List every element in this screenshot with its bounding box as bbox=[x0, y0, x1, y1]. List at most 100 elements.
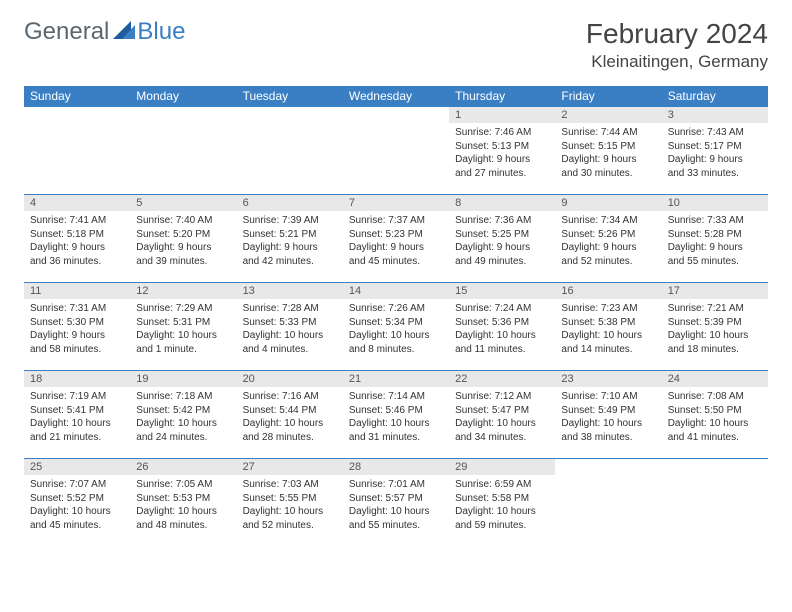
day-cell: 17Sunrise: 7:21 AMSunset: 5:39 PMDayligh… bbox=[662, 283, 768, 371]
day-line: Sunset: 5:49 PM bbox=[561, 404, 655, 418]
day-number: 20 bbox=[237, 371, 343, 387]
day-line: Sunset: 5:34 PM bbox=[349, 316, 443, 330]
day-header-thursday: Thursday bbox=[449, 86, 555, 107]
day-number: 18 bbox=[24, 371, 130, 387]
day-line: and 38 minutes. bbox=[561, 431, 655, 445]
day-line: Daylight: 10 hours bbox=[243, 505, 337, 519]
day-cell: 11Sunrise: 7:31 AMSunset: 5:30 PMDayligh… bbox=[24, 283, 130, 371]
location-label: Kleinaitingen, Germany bbox=[586, 52, 768, 72]
day-line: Sunset: 5:33 PM bbox=[243, 316, 337, 330]
day-line: and 30 minutes. bbox=[561, 167, 655, 181]
day-content: Sunrise: 7:21 AMSunset: 5:39 PMDaylight:… bbox=[662, 299, 768, 360]
day-line: Sunrise: 7:16 AM bbox=[243, 390, 337, 404]
week-row: 11Sunrise: 7:31 AMSunset: 5:30 PMDayligh… bbox=[24, 283, 768, 371]
day-line: Sunrise: 7:40 AM bbox=[136, 214, 230, 228]
day-line: Sunrise: 7:28 AM bbox=[243, 302, 337, 316]
day-cell: 28Sunrise: 7:01 AMSunset: 5:57 PMDayligh… bbox=[343, 459, 449, 547]
day-cell: 10Sunrise: 7:33 AMSunset: 5:28 PMDayligh… bbox=[662, 195, 768, 283]
day-content: Sunrise: 7:14 AMSunset: 5:46 PMDaylight:… bbox=[343, 387, 449, 448]
day-line: Sunrise: 7:10 AM bbox=[561, 390, 655, 404]
day-content: Sunrise: 7:23 AMSunset: 5:38 PMDaylight:… bbox=[555, 299, 661, 360]
day-content: Sunrise: 7:33 AMSunset: 5:28 PMDaylight:… bbox=[662, 211, 768, 272]
day-number: 5 bbox=[130, 195, 236, 211]
day-line: Sunset: 5:23 PM bbox=[349, 228, 443, 242]
day-content: Sunrise: 7:18 AMSunset: 5:42 PMDaylight:… bbox=[130, 387, 236, 448]
day-line: and 18 minutes. bbox=[668, 343, 762, 357]
day-line: and 33 minutes. bbox=[668, 167, 762, 181]
day-line: Sunset: 5:20 PM bbox=[136, 228, 230, 242]
day-content: Sunrise: 7:41 AMSunset: 5:18 PMDaylight:… bbox=[24, 211, 130, 272]
day-line: Sunrise: 7:41 AM bbox=[30, 214, 124, 228]
day-line: and 36 minutes. bbox=[30, 255, 124, 269]
day-cell: 14Sunrise: 7:26 AMSunset: 5:34 PMDayligh… bbox=[343, 283, 449, 371]
month-title: February 2024 bbox=[586, 18, 768, 50]
day-cell: 15Sunrise: 7:24 AMSunset: 5:36 PMDayligh… bbox=[449, 283, 555, 371]
day-cell: 4Sunrise: 7:41 AMSunset: 5:18 PMDaylight… bbox=[24, 195, 130, 283]
day-line: Daylight: 10 hours bbox=[561, 329, 655, 343]
day-number: 23 bbox=[555, 371, 661, 387]
day-line: Sunset: 5:13 PM bbox=[455, 140, 549, 154]
day-line: and 52 minutes. bbox=[243, 519, 337, 533]
day-line: Sunset: 5:46 PM bbox=[349, 404, 443, 418]
day-line: and 45 minutes. bbox=[349, 255, 443, 269]
day-line: Daylight: 9 hours bbox=[455, 241, 549, 255]
day-line: Sunrise: 7:29 AM bbox=[136, 302, 230, 316]
day-cell: 7Sunrise: 7:37 AMSunset: 5:23 PMDaylight… bbox=[343, 195, 449, 283]
day-line: and 4 minutes. bbox=[243, 343, 337, 357]
day-line: Sunrise: 7:31 AM bbox=[30, 302, 124, 316]
day-line: Daylight: 10 hours bbox=[243, 329, 337, 343]
day-header-sunday: Sunday bbox=[24, 86, 130, 107]
logo: General Blue bbox=[24, 18, 185, 46]
logo-text-general: General bbox=[24, 18, 109, 46]
day-line: Daylight: 10 hours bbox=[455, 417, 549, 431]
day-line: Daylight: 10 hours bbox=[349, 505, 443, 519]
day-content: Sunrise: 7:40 AMSunset: 5:20 PMDaylight:… bbox=[130, 211, 236, 272]
day-content: Sunrise: 7:12 AMSunset: 5:47 PMDaylight:… bbox=[449, 387, 555, 448]
day-number bbox=[343, 107, 449, 123]
day-content bbox=[662, 475, 768, 482]
day-line: Sunset: 5:44 PM bbox=[243, 404, 337, 418]
day-content: Sunrise: 7:28 AMSunset: 5:33 PMDaylight:… bbox=[237, 299, 343, 360]
day-line: Sunset: 5:17 PM bbox=[668, 140, 762, 154]
day-line: and 31 minutes. bbox=[349, 431, 443, 445]
day-line: Daylight: 10 hours bbox=[136, 505, 230, 519]
day-line: and 34 minutes. bbox=[455, 431, 549, 445]
day-cell bbox=[343, 107, 449, 195]
day-line: and 27 minutes. bbox=[455, 167, 549, 181]
day-line: Sunrise: 7:19 AM bbox=[30, 390, 124, 404]
day-line: and 28 minutes. bbox=[243, 431, 337, 445]
day-line: Sunrise: 7:46 AM bbox=[455, 126, 549, 140]
day-number: 12 bbox=[130, 283, 236, 299]
day-line: Sunrise: 7:26 AM bbox=[349, 302, 443, 316]
day-line: Sunrise: 6:59 AM bbox=[455, 478, 549, 492]
day-line: Sunset: 5:42 PM bbox=[136, 404, 230, 418]
day-number: 9 bbox=[555, 195, 661, 211]
day-content bbox=[555, 475, 661, 482]
day-number: 19 bbox=[130, 371, 236, 387]
day-content: Sunrise: 7:36 AMSunset: 5:25 PMDaylight:… bbox=[449, 211, 555, 272]
day-line: Sunset: 5:52 PM bbox=[30, 492, 124, 506]
calendar-table: SundayMondayTuesdayWednesdayThursdayFrid… bbox=[24, 86, 768, 547]
day-line: Daylight: 9 hours bbox=[136, 241, 230, 255]
day-line: Sunset: 5:21 PM bbox=[243, 228, 337, 242]
day-content bbox=[24, 123, 130, 130]
day-line: Daylight: 10 hours bbox=[668, 417, 762, 431]
day-cell bbox=[555, 459, 661, 547]
day-line: Sunrise: 7:23 AM bbox=[561, 302, 655, 316]
day-cell: 2Sunrise: 7:44 AMSunset: 5:15 PMDaylight… bbox=[555, 107, 661, 195]
day-content: Sunrise: 7:31 AMSunset: 5:30 PMDaylight:… bbox=[24, 299, 130, 360]
day-number: 24 bbox=[662, 371, 768, 387]
day-cell: 27Sunrise: 7:03 AMSunset: 5:55 PMDayligh… bbox=[237, 459, 343, 547]
day-line: and 42 minutes. bbox=[243, 255, 337, 269]
day-content: Sunrise: 7:03 AMSunset: 5:55 PMDaylight:… bbox=[237, 475, 343, 536]
day-line: Daylight: 10 hours bbox=[668, 329, 762, 343]
day-content: Sunrise: 7:26 AMSunset: 5:34 PMDaylight:… bbox=[343, 299, 449, 360]
logo-sail-icon bbox=[113, 21, 135, 39]
day-line: Daylight: 10 hours bbox=[243, 417, 337, 431]
day-line: Sunset: 5:41 PM bbox=[30, 404, 124, 418]
day-line: Sunset: 5:47 PM bbox=[455, 404, 549, 418]
day-number: 7 bbox=[343, 195, 449, 211]
day-line: Daylight: 10 hours bbox=[30, 505, 124, 519]
day-line: Daylight: 10 hours bbox=[136, 329, 230, 343]
day-line: and 41 minutes. bbox=[668, 431, 762, 445]
